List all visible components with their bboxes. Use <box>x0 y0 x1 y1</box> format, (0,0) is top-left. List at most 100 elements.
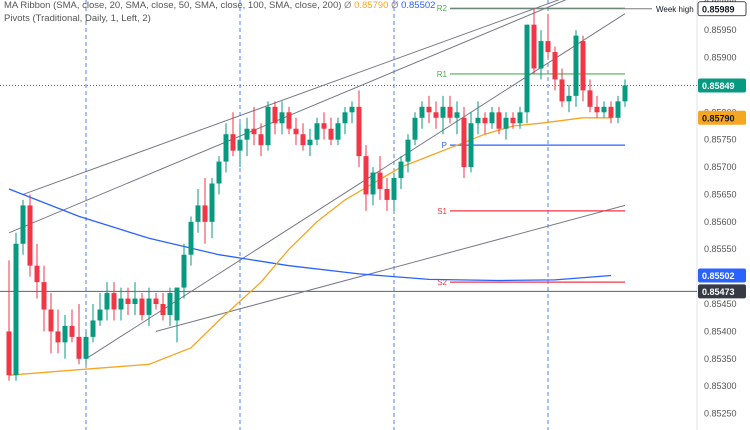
candle-body <box>153 298 159 305</box>
candle <box>566 84 572 113</box>
horizontal-level-price-label-box <box>698 284 746 299</box>
candle-body <box>405 139 411 162</box>
candle-body <box>419 106 425 118</box>
candle-body <box>223 134 229 162</box>
candle-body <box>20 205 26 244</box>
candle <box>279 101 285 135</box>
candle <box>251 106 257 146</box>
candle-body <box>146 298 152 315</box>
candle-body <box>440 106 446 118</box>
candle <box>69 309 75 343</box>
candle-body <box>615 101 621 118</box>
candle <box>601 101 607 118</box>
candle <box>503 112 509 140</box>
candle-body <box>314 123 320 140</box>
candle-body <box>251 128 257 135</box>
candle-body <box>216 161 222 184</box>
pivot-label-s1: S1 <box>437 207 447 216</box>
candle <box>216 156 222 195</box>
candle <box>6 260 12 381</box>
candle <box>489 106 495 129</box>
candle-body <box>377 172 383 189</box>
candle <box>258 123 264 157</box>
candle-body <box>412 117 418 140</box>
candle <box>419 101 425 129</box>
candle-body <box>62 325 68 343</box>
week-high-price-border <box>697 1 747 17</box>
candle-body <box>90 320 96 337</box>
candle-body <box>433 112 439 118</box>
candle-body <box>545 41 551 53</box>
candle <box>104 282 110 321</box>
candle-body <box>461 117 467 168</box>
candle-body <box>174 287 180 321</box>
candle <box>328 117 334 146</box>
ma-sep-1: Ø <box>344 0 352 11</box>
candle-body <box>286 112 292 129</box>
candle-body <box>167 293 173 315</box>
candle <box>356 90 362 168</box>
pivot-label-r1: R1 <box>437 70 448 79</box>
candle-body <box>139 298 145 315</box>
candle <box>398 156 404 189</box>
candle <box>125 287 131 315</box>
candle <box>573 30 579 107</box>
candle-body <box>580 41 586 91</box>
candle <box>440 95 446 135</box>
horizontal-level-price-label: 0.85473 <box>702 287 735 297</box>
y-tick-label: 0.85950 <box>704 25 737 35</box>
price-label-0-box <box>698 78 746 93</box>
week-high-price-label-box <box>698 1 746 16</box>
candle-body <box>55 331 61 343</box>
candle-body <box>349 106 355 113</box>
candle <box>48 293 54 354</box>
candle <box>496 106 502 135</box>
candle <box>538 30 544 80</box>
candle-body <box>328 128 334 140</box>
candle-body <box>195 205 201 222</box>
ma-value-blue: 0.85502 <box>401 0 436 11</box>
candle-body <box>447 106 453 118</box>
candle <box>454 101 460 135</box>
pivots-legend[interactable]: Pivots (Traditional, Daily, 1, Left, 2) <box>4 13 151 24</box>
price-label-1-box <box>698 110 746 125</box>
pivot-label-s2: S2 <box>437 278 447 287</box>
candle-body <box>356 106 362 157</box>
candle-body <box>69 325 75 337</box>
candle <box>244 117 250 157</box>
candle <box>41 265 47 332</box>
candle-body <box>230 134 236 151</box>
candle-body <box>503 117 509 129</box>
ma-line-orange <box>8 117 611 376</box>
candle <box>622 79 628 107</box>
candle <box>265 101 271 151</box>
candle <box>447 95 453 124</box>
candle <box>517 106 523 129</box>
candle <box>90 304 96 343</box>
candle-body <box>188 221 194 255</box>
candle-body <box>160 304 166 315</box>
candle <box>594 95 600 118</box>
candle <box>111 282 117 321</box>
candle <box>608 101 614 124</box>
candle <box>83 331 89 365</box>
candle-body <box>398 161 404 179</box>
candle-body <box>573 35 579 96</box>
candle <box>335 117 341 146</box>
candle-body <box>321 123 327 129</box>
y-tick-label: 0.85350 <box>704 354 737 364</box>
candle <box>405 134 411 173</box>
candle <box>174 287 180 343</box>
candle-body <box>510 117 516 124</box>
candle <box>468 112 474 173</box>
candle-body <box>111 293 117 310</box>
candle <box>580 35 586 102</box>
y-tick-label: 0.85900 <box>704 53 737 63</box>
candle-body <box>272 106 278 124</box>
candle-body <box>13 243 19 376</box>
candle-body <box>601 106 607 113</box>
candle-body <box>83 336 89 359</box>
y-tick-label: 0.85450 <box>704 299 737 309</box>
ma-ribbon-legend[interactable]: MA Ribbon (SMA, close, 20, SMA, close, 5… <box>4 0 435 11</box>
